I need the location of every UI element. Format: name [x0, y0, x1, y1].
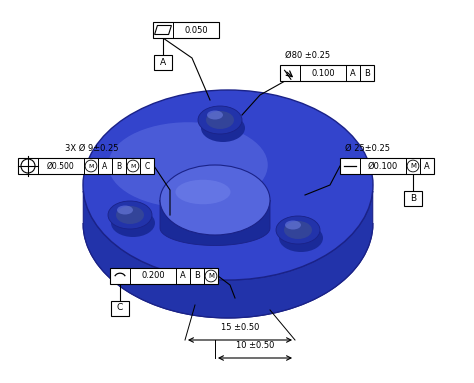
- Ellipse shape: [284, 221, 312, 239]
- Ellipse shape: [279, 224, 323, 252]
- Ellipse shape: [207, 111, 223, 119]
- FancyBboxPatch shape: [280, 65, 374, 81]
- FancyBboxPatch shape: [404, 190, 422, 206]
- FancyBboxPatch shape: [111, 301, 129, 316]
- Text: B: B: [410, 193, 416, 203]
- Text: 0.100: 0.100: [311, 69, 335, 77]
- Ellipse shape: [108, 201, 152, 229]
- Text: M: M: [410, 163, 416, 169]
- Text: C: C: [145, 162, 150, 170]
- Text: B: B: [117, 162, 121, 170]
- Text: C: C: [117, 303, 123, 313]
- Text: A: A: [180, 272, 186, 280]
- Ellipse shape: [83, 90, 373, 280]
- Text: A: A: [102, 162, 108, 170]
- Ellipse shape: [276, 216, 320, 244]
- Text: A: A: [160, 57, 166, 67]
- Text: Ø 25±0.25: Ø 25±0.25: [345, 144, 390, 152]
- Polygon shape: [83, 191, 373, 318]
- FancyBboxPatch shape: [340, 158, 434, 174]
- Ellipse shape: [108, 122, 268, 208]
- Text: 15 ±0.50: 15 ±0.50: [221, 323, 259, 332]
- Ellipse shape: [198, 106, 242, 134]
- Text: Ø80 ±0.25: Ø80 ±0.25: [285, 51, 330, 59]
- Ellipse shape: [116, 206, 144, 224]
- Text: Ø0.100: Ø0.100: [368, 162, 398, 170]
- FancyBboxPatch shape: [154, 54, 172, 69]
- Ellipse shape: [206, 111, 234, 129]
- FancyBboxPatch shape: [153, 22, 219, 38]
- Text: M: M: [208, 273, 214, 279]
- Text: 0.200: 0.200: [141, 272, 165, 280]
- Text: 0.050: 0.050: [184, 26, 208, 34]
- Ellipse shape: [201, 114, 245, 142]
- Text: 10 ±0.50: 10 ±0.50: [236, 341, 274, 350]
- Text: B: B: [364, 69, 370, 77]
- Ellipse shape: [285, 221, 301, 229]
- Text: Ø0.500: Ø0.500: [47, 162, 75, 170]
- Ellipse shape: [160, 165, 270, 235]
- FancyBboxPatch shape: [110, 268, 218, 284]
- Ellipse shape: [175, 180, 230, 204]
- Text: A: A: [424, 162, 430, 170]
- Polygon shape: [160, 200, 270, 246]
- Text: M: M: [88, 164, 94, 169]
- Ellipse shape: [117, 206, 133, 214]
- Text: B: B: [194, 272, 200, 280]
- Text: 3X Ø 9±0.25: 3X Ø 9±0.25: [65, 144, 118, 152]
- Ellipse shape: [111, 209, 155, 237]
- Text: A: A: [350, 69, 356, 77]
- FancyBboxPatch shape: [18, 158, 154, 174]
- Text: M: M: [130, 164, 136, 169]
